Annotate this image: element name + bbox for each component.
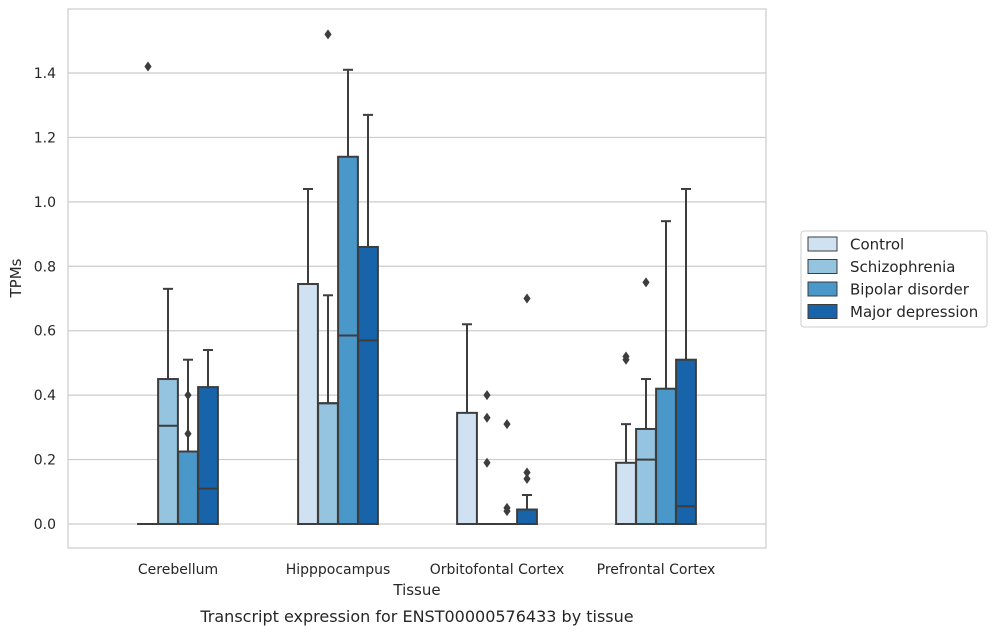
legend: Control Schizophrenia Bipolar disorder Majo…	[800, 230, 988, 328]
box-control-orbitofontal-cortex	[456, 323, 478, 525]
outlier-point	[523, 293, 531, 304]
y-tick-label: 1.2	[34, 130, 56, 146]
box-body	[297, 283, 319, 525]
outlier-point	[184, 428, 192, 439]
outlier-point	[184, 390, 192, 401]
box-body	[655, 387, 677, 526]
box-major-depression-orbitofontal-cortex	[516, 293, 538, 525]
outlier-point	[523, 473, 531, 484]
legend-swatch-major-depression	[807, 304, 838, 319]
box-schizophrenia-orbitofontal-cortex	[476, 390, 498, 526]
x-axis-title: Tissue	[392, 581, 440, 599]
box-schizophrenia-cerebellum	[157, 287, 179, 525]
plot-frame	[67, 8, 767, 549]
box-control-hipppocampus	[297, 187, 319, 525]
box-schizophrenia-prefrontal-cortex	[635, 277, 657, 526]
y-axis: 0.0 0.2 0.4 0.6 0.8 1.0 1.2 1.4	[34, 66, 56, 533]
box-body	[635, 427, 657, 526]
box-body	[317, 402, 339, 526]
y-tick-label: 0.2	[34, 453, 56, 469]
box-control-cerebellum	[137, 61, 159, 526]
outlier-point	[622, 351, 630, 362]
box-body	[675, 358, 697, 526]
box-major-depression-hipppocampus	[357, 113, 379, 525]
outlier-point	[483, 457, 491, 468]
outlier-point	[483, 390, 491, 401]
box-body	[197, 386, 219, 526]
legend-label-control: Control	[850, 236, 904, 254]
box-body	[177, 450, 199, 525]
y-axis-title: TPMs	[7, 258, 25, 298]
x-tick-label-prefrontal-cortex: Prefrontal Cortex	[597, 562, 716, 578]
box-body	[337, 155, 359, 525]
y-tick-label: 0.6	[34, 324, 56, 340]
legend-swatch-bipolar-disorder	[807, 281, 838, 297]
legend-label-schizophrenia: Schizophrenia	[850, 258, 955, 276]
x-axis: Cerebellum Hipppocampus Orbitofontal Corte…	[138, 562, 715, 578]
box-body	[157, 378, 179, 525]
y-tick-label: 0.8	[34, 259, 56, 275]
outlier-point	[483, 412, 491, 423]
box-body	[615, 461, 637, 525]
y-tick-label: 1.4	[34, 66, 56, 82]
y-tick-label: 0.4	[34, 388, 56, 404]
x-tick-label-hipppocampus: Hipppocampus	[286, 562, 391, 578]
chart-caption: Transcript expression for ENST0000057643…	[199, 607, 633, 626]
legend-swatch-control	[807, 236, 838, 252]
x-tick-label-orbitofontal-cortex: Orbitofontal Cortex	[430, 562, 565, 578]
legend-frame	[800, 230, 988, 328]
outlier-point	[144, 61, 152, 72]
y-tick-label: 0.0	[34, 517, 56, 533]
series-major-depression	[197, 113, 697, 526]
box-control-prefrontal-cortex	[615, 351, 637, 525]
box-bipolar-disorder-prefrontal-cortex	[655, 220, 677, 526]
box-series	[137, 29, 697, 526]
outlier-point	[523, 467, 531, 478]
outlier-point	[642, 277, 650, 288]
box-bipolar-disorder-orbitofontal-cortex	[496, 419, 518, 526]
box-body	[516, 508, 538, 525]
box-body	[456, 411, 478, 525]
legend-swatch-schizophrenia	[807, 259, 838, 274]
outlier-point	[503, 506, 511, 517]
legend-label-bipolar-disorder: Bipolar disorder	[850, 281, 970, 299]
box-schizophrenia-hipppocampus	[317, 29, 339, 526]
box-body	[357, 245, 379, 525]
legend-label-major-depression: Major depression	[850, 303, 978, 321]
x-tick-label-cerebellum: Cerebellum	[138, 562, 218, 578]
series-bipolar-disorder	[177, 68, 677, 526]
series-schizophrenia	[157, 29, 657, 526]
box-major-depression-cerebellum	[197, 349, 219, 526]
y-tick-label: 1.0	[34, 195, 56, 211]
outlier-point	[503, 419, 511, 430]
box-bipolar-disorder-cerebellum	[177, 358, 199, 525]
box-major-depression-prefrontal-cortex	[675, 187, 697, 526]
outlier-point	[324, 29, 332, 40]
